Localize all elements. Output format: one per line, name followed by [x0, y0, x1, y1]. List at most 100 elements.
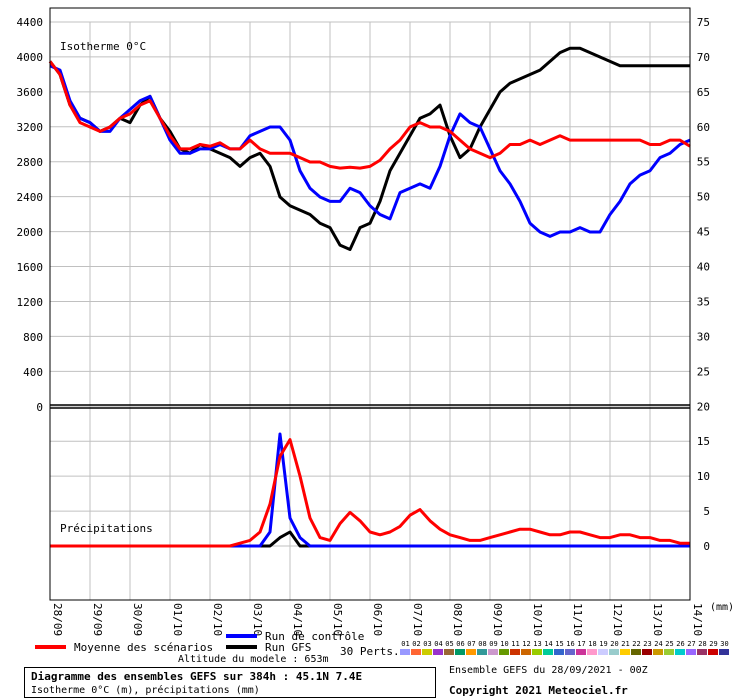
pert-color-swatch: [719, 649, 729, 655]
pert-id-label: 12: [522, 640, 530, 648]
pert-color-swatch: [488, 649, 498, 655]
right-tick-label: 10: [697, 470, 710, 483]
main-series: [48, 46, 691, 548]
pert-color-swatch: [697, 649, 707, 655]
pert-color-swatch: [444, 649, 454, 655]
model-altitude: Altitude du modele : 653m: [178, 654, 329, 665]
iso-tick-label: 2400: [17, 191, 44, 204]
pert-color-swatch: [411, 649, 421, 655]
right-tick-label: 65: [697, 86, 710, 99]
iso-tick-label: 4400: [17, 16, 44, 29]
pert-color-swatch: [631, 649, 641, 655]
pert-id-label: 04: [434, 640, 442, 648]
iso-tick-label: 1200: [17, 296, 44, 309]
right-tick-label: 35: [697, 295, 710, 308]
x-tick-label: 28/09: [51, 603, 64, 636]
x-tick-label: 14/10: [691, 603, 704, 636]
pert-id-label: 08: [478, 640, 486, 648]
pert-id-label: 22: [632, 640, 640, 648]
pert-color-swatch: [433, 649, 443, 655]
footer-subtitle: Isotherme 0°C (m), précipitations (mm): [31, 685, 260, 696]
pert-id-label: 26: [676, 640, 684, 648]
pert-id-label: 06: [456, 640, 464, 648]
precip-panel-label: Précipitations: [60, 522, 153, 535]
x-tick-label: 06/10: [371, 603, 384, 636]
right-tick-label: 45: [697, 226, 710, 239]
pert-id-label: 28: [698, 640, 706, 648]
pert-id-label: 29: [709, 640, 717, 648]
pert-id-label: 10: [500, 640, 508, 648]
x-tick-label: 04/10: [291, 603, 304, 636]
x-tick-label: 01/10: [171, 603, 184, 636]
legend-perts-label: 30 Perts.: [340, 645, 400, 658]
right-tick-label: 60: [697, 121, 710, 134]
pert-color-swatch: [620, 649, 630, 655]
pert-color-swatch: [664, 649, 674, 655]
iso-tick-label: 2000: [17, 226, 44, 239]
pert-id-label: 09: [489, 640, 497, 648]
pert-id-label: 17: [577, 640, 585, 648]
x-tick-label: 13/10: [651, 603, 664, 636]
pert-color-swatch: [466, 649, 476, 655]
right-tick-label: 15: [697, 435, 710, 448]
iso-tick-label: 3600: [17, 86, 44, 99]
pert-color-swatch: [576, 649, 586, 655]
pert-id-label: 02: [412, 640, 420, 648]
pert-color-swatch: [598, 649, 608, 655]
iso-tick-label: 4000: [17, 51, 44, 64]
pert-id-label: 14: [544, 640, 552, 648]
pert-color-swatch: [455, 649, 465, 655]
x-tick-label: 08/10: [451, 603, 464, 636]
pert-id-label: 13: [533, 640, 541, 648]
pert-color-swatch: [609, 649, 619, 655]
iso-tick-label: 0: [36, 401, 43, 414]
run-info: Ensemble GEFS du 28/09/2021 - 00Z: [449, 665, 648, 676]
pert-color-swatch: [675, 649, 685, 655]
x-tick-label: 02/10: [211, 603, 224, 636]
right-tick-label: 75: [697, 16, 710, 29]
pert-color-swatch: [422, 649, 432, 655]
right-tick-label: 50: [697, 191, 710, 204]
legend-gfs-label: Run GFS: [265, 641, 311, 654]
pert-color-swatch: [554, 649, 564, 655]
right-tick-label: 20: [697, 400, 710, 413]
pert-color-swatch: [532, 649, 542, 655]
pert-id-label: 01: [401, 640, 409, 648]
pert-id-label: 15: [555, 640, 563, 648]
pert-color-swatch: [708, 649, 718, 655]
right-tick-label: 55: [697, 156, 710, 169]
pert-color-swatch: [653, 649, 663, 655]
pert-color-swatch: [543, 649, 553, 655]
pert-color-swatch: [642, 649, 652, 655]
pert-id-label: 30: [720, 640, 728, 648]
pert-id-label: 24: [654, 640, 662, 648]
right-tick-label: 40: [697, 261, 710, 274]
right-tick-label: 0: [703, 540, 710, 553]
iso-tick-label: 3200: [17, 121, 44, 134]
pert-id-label: 25: [665, 640, 673, 648]
pert-color-swatch: [565, 649, 575, 655]
right-tick-label: 70: [697, 51, 710, 64]
x-tick-label: 05/10: [331, 603, 344, 636]
pert-id-label: 11: [511, 640, 519, 648]
pert-id-label: 16: [566, 640, 574, 648]
iso-tick-label: 400: [23, 366, 43, 379]
axes: 0 5 10 15 20 25 30 35 40 45 50 55 60 65 70 75 0 400 800 120…: [17, 7, 734, 636]
footer-title: Diagramme des ensembles GEFS sur 384h : …: [31, 670, 363, 683]
pert-id-label: 05: [445, 640, 453, 648]
right-tick-label: 25: [697, 365, 710, 378]
iso-panel-label: Isotherme 0°C: [60, 40, 146, 53]
right-tick-label: 5: [703, 505, 710, 518]
iso-tick-label: 1600: [17, 261, 44, 274]
pert-id-label: 07: [467, 640, 475, 648]
pert-color-swatch: [587, 649, 597, 655]
pert-id-label: 23: [643, 640, 651, 648]
series-line-iso: [48, 60, 691, 170]
x-tick-label: 11/10: [571, 603, 584, 636]
x-tick-label: 30/09: [131, 603, 144, 636]
legend-mean-label: Moyenne des scénarios: [74, 641, 213, 654]
legend-control-label: Run de contrôle: [265, 630, 364, 643]
x-tick-label: 29/09: [91, 603, 104, 636]
copyright: Copyright 2021 Meteociel.fr: [449, 684, 628, 697]
pert-id-label: 21: [621, 640, 629, 648]
